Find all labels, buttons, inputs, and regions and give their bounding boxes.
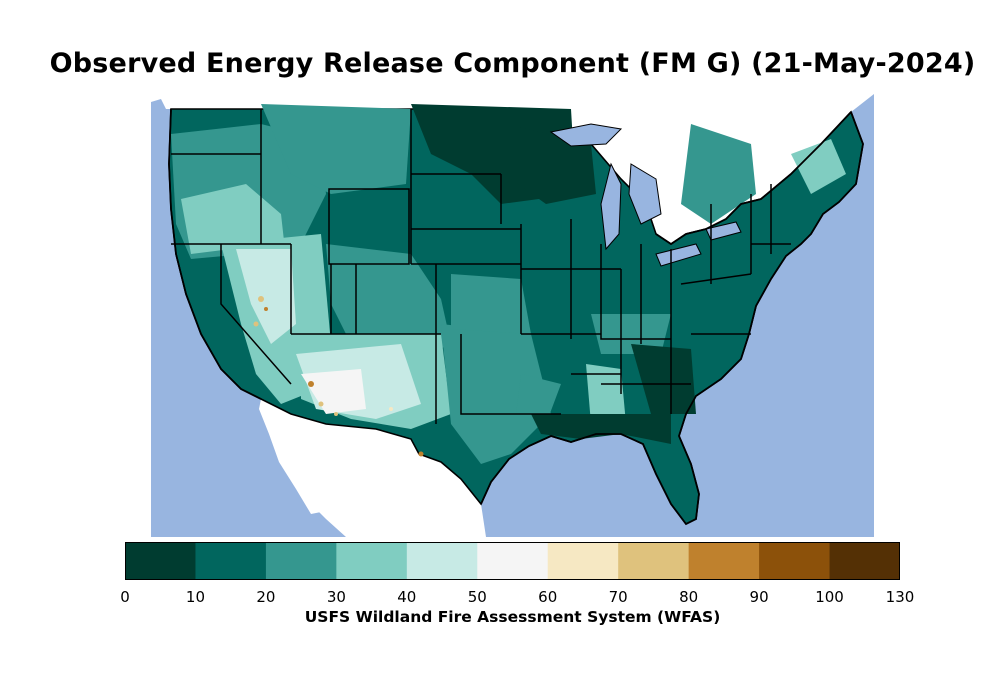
colorbar-frame [125,542,900,580]
colorbar-tick-label: 50 [467,588,487,606]
colorbar-tick-label: 90 [749,588,769,606]
colorbar-tick-label: 70 [608,588,628,606]
state-borders [171,109,791,424]
colorbar-tick-label: 20 [256,588,276,606]
baja-landmass [259,399,321,514]
colorbar-tick-label: 100 [815,588,844,606]
erc-contour-fills [171,104,846,464]
colorbar [125,542,900,580]
colorbar-tick-label: 80 [679,588,699,606]
colorbar-bin-6 [547,542,619,580]
colorbar-tick-label: 10 [185,588,205,606]
colorbar-tick-label: 130 [885,588,915,606]
colorbar-tick-label: 30 [326,588,346,606]
colorbar-bin-0 [125,542,196,580]
mexico-landmass [261,399,486,537]
colorbar-bin-2 [265,542,337,580]
coastline [168,108,864,526]
colorbar-label: USFS Wildland Fire Assessment System (WF… [304,608,721,626]
colorbar-ticks: 0 10 20 30 40 50 60 70 80 90 100 130 [0,588,1000,608]
map-panel [151,84,874,537]
colorbar-bin-9 [759,542,831,580]
colorbar-tick-label: 60 [538,588,558,606]
colorbar-bin-8 [688,542,760,580]
colorbar-bin-5 [477,542,549,580]
colorbar-bin-4 [406,542,478,580]
colorbar-bin-7 [618,542,690,580]
colorbar-bin-3 [336,542,408,580]
colorbar-bin-10 [829,542,900,580]
erc-hotspots [253,296,424,457]
colorbar-tick-label: 0 [120,588,130,606]
great-lakes [549,123,742,267]
colorbar-bin-1 [195,542,267,580]
map-title: Observed Energy Release Component (FM G)… [49,48,976,79]
colorbar-tick-label: 40 [397,588,417,606]
